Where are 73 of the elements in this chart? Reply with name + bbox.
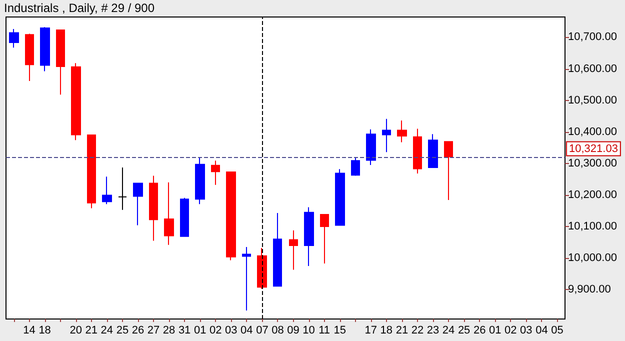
- candlestick: [226, 171, 236, 261]
- x-tick-label: 07: [256, 324, 268, 336]
- x-tick-label: 18: [38, 324, 51, 336]
- x-tick-label: 26: [473, 324, 486, 336]
- candlestick: [164, 182, 174, 246]
- candlestick: [180, 197, 189, 237]
- x-tick-label: 26: [132, 324, 144, 336]
- candlestick: [195, 158, 205, 205]
- candlestick: [133, 182, 143, 226]
- candlestick: [428, 134, 438, 168]
- candlestick: [118, 167, 127, 210]
- x-tick-label: 20: [70, 324, 82, 336]
- candlestick: [335, 168, 345, 226]
- y-tick-label: 10,200.00: [568, 188, 617, 201]
- x-tick-label: 10: [302, 324, 315, 336]
- candlestick: [444, 141, 453, 201]
- x-tick-label: 28: [162, 324, 176, 336]
- candlestick: [382, 118, 391, 153]
- x-tick-label: 09: [287, 324, 300, 336]
- x-tick-label: 11: [318, 324, 330, 336]
- x-tick-label: 04: [536, 324, 548, 336]
- x-tick-label: 02: [504, 324, 517, 336]
- x-tick-label: 24: [442, 324, 455, 336]
- candlestick: [102, 176, 112, 205]
- candlestick: [149, 175, 158, 242]
- x-tick-label: 01: [489, 324, 502, 336]
- x-tick-label: 24: [100, 324, 114, 336]
- candlestick: [289, 230, 298, 270]
- candlestick: [87, 134, 96, 209]
- x-tick-label: 14: [23, 324, 36, 336]
- y-tick-label: 10,500.00: [568, 94, 617, 106]
- candlestick: [40, 26, 50, 72]
- candlestick: [242, 246, 251, 311]
- x-tick-label: 03: [520, 324, 532, 336]
- candlestick: [320, 214, 329, 264]
- x-tick-label: 05: [551, 324, 564, 336]
- x-tick-label: 04: [240, 324, 253, 336]
- candlestick: [9, 28, 19, 48]
- x-tick-label: 15: [334, 324, 346, 336]
- y-tick-label: 10,600.00: [568, 62, 617, 75]
- x-tick-label: 25: [458, 324, 470, 336]
- candlestick: [211, 160, 220, 186]
- x-tick-label: 31: [178, 324, 191, 336]
- candlestick: [304, 206, 314, 266]
- y-tick-label: 10,300.00: [568, 157, 617, 170]
- y-tick-label: 10,700.00: [568, 31, 617, 44]
- ref-line-label: 10,321.03: [569, 142, 618, 155]
- x-tick-label: 21: [396, 324, 408, 336]
- x-tick-label: 08: [272, 324, 284, 336]
- y-tick-label: 10,100.00: [568, 220, 617, 233]
- x-tick-label: 22: [411, 324, 424, 336]
- x-tick-label: 25: [116, 324, 129, 336]
- x-tick-label: 17: [364, 324, 378, 336]
- candlestick: [71, 62, 81, 141]
- x-tick-label: 27: [147, 324, 160, 336]
- candlestick: [351, 156, 360, 176]
- candlestick: [397, 120, 407, 143]
- candlestick: [273, 212, 282, 287]
- candlestick: [257, 247, 267, 290]
- x-tick-label: 18: [380, 324, 393, 336]
- candlestick: [413, 128, 422, 174]
- candlestick: [366, 128, 376, 166]
- y-tick-label: 9,900.00: [568, 284, 611, 296]
- x-tick-label: 23: [426, 324, 440, 336]
- y-tick-label: 10,400.00: [568, 126, 617, 138]
- x-tick-label: 02: [210, 324, 222, 336]
- x-tick-label: 21: [85, 324, 98, 336]
- y-tick-label: 10,000.00: [568, 252, 617, 264]
- candlestick: [56, 29, 65, 96]
- chart-title: Industrials , Daily, # 29 / 900: [4, 1, 155, 15]
- candlestick: [25, 33, 34, 82]
- x-tick-label: 01: [194, 324, 206, 336]
- x-tick-label: 03: [225, 324, 238, 336]
